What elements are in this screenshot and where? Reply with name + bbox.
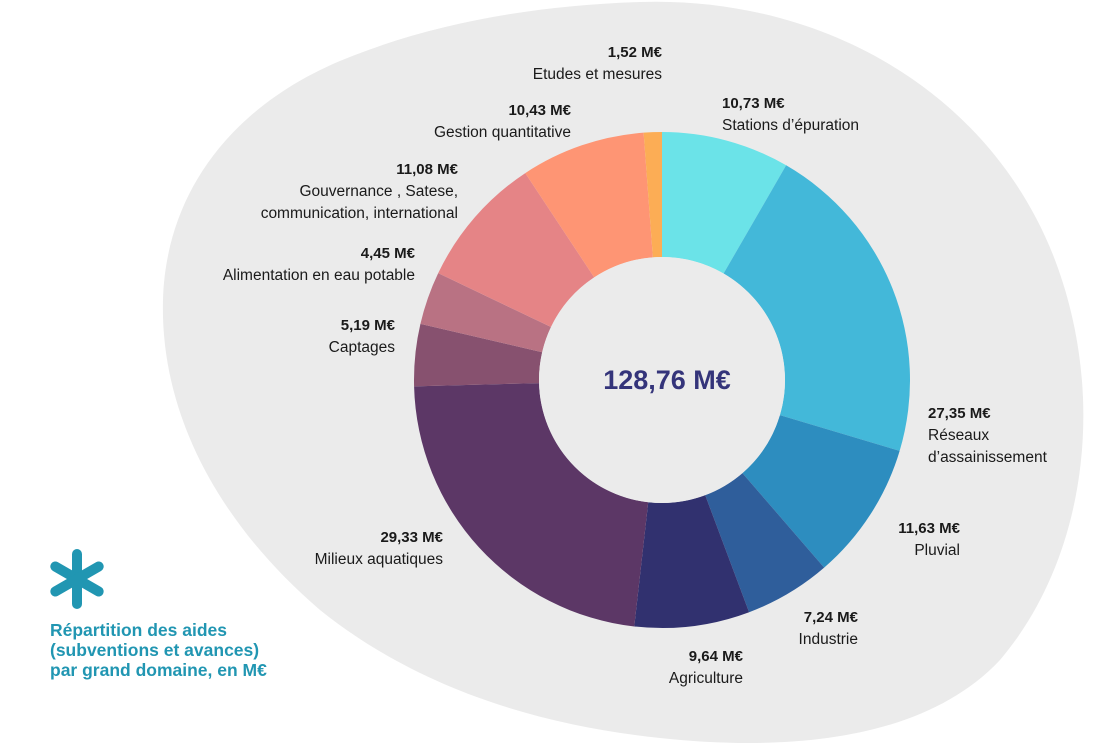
slice-9: [525, 132, 653, 278]
slice-name-label-8-1: communication, international: [261, 205, 458, 222]
slice-labels: 10,73 M€ Stations d’épuration 27,35 M€ Rése…: [223, 44, 1048, 687]
slice-name-label-8-0: Gouvernance , Satese,: [299, 183, 458, 200]
chart-caption: Répartition des aides (subventions et av…: [50, 620, 350, 680]
caption-line-2: (subventions et avances): [50, 640, 260, 660]
slice-value-label-10: 1,52 M€: [608, 44, 663, 61]
slice-8: [438, 173, 595, 327]
slice-2: [742, 415, 900, 568]
slice-name-label-6-0: Captages: [329, 339, 396, 356]
asterisk-icon: [50, 549, 104, 609]
slice-value-label-6: 5,19 M€: [341, 317, 396, 334]
slice-5: [414, 383, 649, 627]
slice-value-label-0: 10,73 M€: [722, 95, 785, 112]
center-total: 128,76 M€: [603, 365, 731, 395]
slice-value-label-7: 4,45 M€: [361, 245, 416, 262]
caption-line-1: Répartition des aides: [50, 620, 227, 640]
slice-value-label-2: 11,63 M€: [898, 520, 960, 537]
slice-value-label-3: 7,24 M€: [804, 609, 859, 626]
slice-value-label-5: 29,33 M€: [380, 529, 443, 546]
slice-name-label-1-1: d’assainissement: [928, 449, 1048, 466]
donut-slices: [414, 132, 910, 628]
slice-name-label-9-0: Gestion quantitative: [434, 124, 571, 141]
slice-name-label-4-0: Agriculture: [669, 670, 743, 687]
slice-0: [662, 132, 787, 274]
slice-name-label-3-0: Industrie: [799, 631, 858, 648]
slice-value-label-1: 27,35 M€: [928, 405, 991, 422]
slice-name-label-7-0: Alimentation en eau potable: [223, 267, 415, 284]
slice-1: [723, 165, 910, 451]
donut-hole: [539, 257, 785, 503]
slice-name-label-5-0: Milieux aquatiques: [315, 551, 444, 568]
slice-name-label-0-0: Stations d’épuration: [722, 117, 859, 134]
slice-value-label-4: 9,64 M€: [689, 648, 744, 665]
slice-name-label-1-0: Réseaux: [928, 427, 989, 444]
slice-7: [420, 273, 552, 353]
slice-10: [643, 132, 662, 258]
slice-4: [634, 495, 750, 628]
slice-3: [705, 473, 825, 613]
slice-value-label-8: 11,08 M€: [396, 161, 458, 178]
slice-6: [414, 323, 543, 387]
caption-line-3: par grand domaine, en M€: [50, 660, 267, 680]
slice-value-label-9: 10,43 M€: [508, 102, 571, 119]
slice-name-label-2-0: Pluvial: [914, 542, 960, 559]
slice-name-label-10-0: Etudes et mesures: [533, 66, 662, 83]
